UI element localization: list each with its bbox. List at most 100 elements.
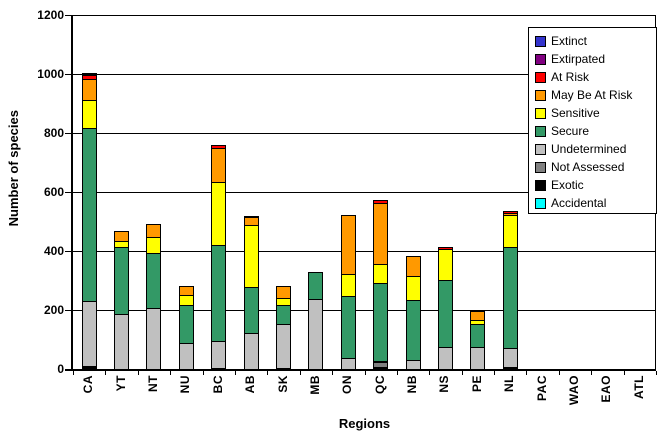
legend-swatch-icon (535, 197, 546, 209)
legend-label: Not Assessed (551, 160, 625, 174)
bar-segment-ON-undetermined (341, 358, 356, 370)
y-tick (65, 369, 71, 370)
gridline-1000 (73, 74, 656, 75)
bar-segment-NU-may-be-at-risk (179, 286, 194, 296)
x-tick-label-ca: CA (81, 375, 95, 394)
legend-item-at-risk: At Risk (535, 68, 656, 86)
x-tick (656, 371, 657, 375)
bar-segment-NB-may-be-at-risk (406, 256, 421, 277)
bar-segment-NB-secure (406, 300, 421, 361)
y-tick (65, 310, 71, 311)
bar-segment-CA-sensitive (82, 100, 97, 129)
x-tick (267, 371, 268, 375)
x-tick-label-mb: MB (308, 375, 322, 395)
x-tick (203, 371, 204, 375)
x-tick-label-ab: AB (243, 375, 257, 394)
bar-segment-PE-secure (470, 324, 485, 348)
y-tick-label: 0 (57, 362, 64, 376)
x-tick (397, 371, 398, 375)
x-tick-label-bc: BC (211, 375, 225, 394)
x-tick-label-eao: EAO (599, 375, 613, 403)
bar-segment-NB-undetermined (406, 360, 421, 370)
bar-segment-ON-sensitive (341, 274, 356, 297)
legend: Extinct Extirpated At Risk May Be At Risk Se… (528, 27, 657, 214)
x-tick-label-pac: PAC (535, 375, 549, 401)
bar-segment-NT-secure (146, 253, 161, 309)
gridline-200 (73, 310, 656, 311)
x-tick-label-sk: SK (276, 375, 290, 393)
bar-segment-AB-at-risk (244, 216, 259, 218)
bar-segment-YT-secure (114, 247, 129, 315)
legend-label: Secure (551, 124, 590, 138)
legend-label: Undetermined (551, 142, 627, 156)
bar-segment-YT-undetermined (114, 314, 129, 370)
y-tick-label: 200 (43, 303, 64, 317)
bar-segment-NU-sensitive (179, 295, 194, 306)
x-tick (429, 371, 430, 375)
bar-segment-QC-secure (373, 283, 388, 362)
x-tick (494, 371, 495, 375)
y-tick (65, 192, 71, 193)
bar-segment-BC-secure (211, 245, 226, 342)
bar-segment-CA-secure (82, 128, 97, 302)
legend-item-secure: Secure (535, 122, 656, 140)
bar-segment-SK-sensitive (276, 298, 291, 306)
legend-label: Accidental (551, 196, 607, 210)
y-tick (65, 133, 71, 134)
legend-swatch-icon (535, 107, 546, 119)
gridline-1200 (73, 15, 656, 16)
y-axis-line (71, 15, 73, 371)
legend-label: At Risk (551, 70, 590, 84)
legend-item-extinct: Extinct (535, 32, 656, 50)
x-tick (235, 371, 236, 375)
bar-segment-NU-secure (179, 305, 194, 344)
y-tick (65, 74, 71, 75)
x-tick (462, 371, 463, 375)
legend-item-undetermined: Undetermined (535, 140, 656, 158)
legend-swatch-icon (535, 125, 546, 137)
bar-segment-CA-may-be-at-risk (82, 79, 97, 101)
bar-segment-QC-may-be-at-risk (373, 203, 388, 265)
bar-segment-AB-undetermined (244, 333, 259, 370)
legend-swatch-icon (535, 71, 546, 83)
y-tick (65, 15, 71, 16)
bar-segment-NL-undetermined (503, 348, 518, 368)
bar-segment-NT-sensitive (146, 237, 161, 254)
bar-segment-QC-at-risk (373, 200, 388, 204)
bar-segment-AB-may-be-at-risk (244, 217, 259, 226)
x-tick-label-nb: NB (405, 375, 419, 394)
x-tick (170, 371, 171, 375)
legend-item-exotic: Exotic (535, 176, 656, 194)
bar-segment-AB-secure (244, 287, 259, 334)
x-tick (73, 371, 74, 375)
legend-label: May Be At Risk (551, 88, 633, 102)
y-tick (65, 251, 71, 252)
bar-segment-NL-sensitive (503, 215, 518, 248)
gridline-800 (73, 133, 656, 134)
bar-segment-NU-undetermined (179, 343, 194, 370)
x-axis-title: Regions (338, 416, 391, 431)
x-tick-label-atl: ATL (632, 375, 646, 399)
bar-segment-NS-at-risk (438, 247, 453, 250)
legend-swatch-icon (535, 35, 546, 47)
gridline-400 (73, 251, 656, 252)
x-tick (526, 371, 527, 375)
bar-segment-PE-may-be-at-risk (470, 311, 485, 321)
bar-segment-NB-sensitive (406, 276, 421, 301)
bar-segment-AB-sensitive (244, 225, 259, 288)
y-tick-label: 800 (43, 126, 64, 140)
bar-segment-BC-at-risk (211, 145, 226, 149)
y-tick-label: 400 (43, 244, 64, 258)
legend-item-may-be-at-risk: May Be At Risk (535, 86, 656, 104)
bar-segment-SK-undetermined (276, 324, 291, 369)
bar-segment-SK-secure (276, 305, 291, 325)
bar-segment-BC-may-be-at-risk (211, 148, 226, 183)
legend-label: Extinct (551, 34, 588, 48)
gridline-600 (73, 192, 656, 193)
bar-segment-YT-sensitive (114, 241, 129, 248)
x-tick-label-nu: NU (178, 375, 192, 394)
legend-swatch-icon (535, 161, 546, 173)
x-axis-line (65, 369, 656, 371)
bar-segment-CA-undetermined (82, 301, 97, 367)
